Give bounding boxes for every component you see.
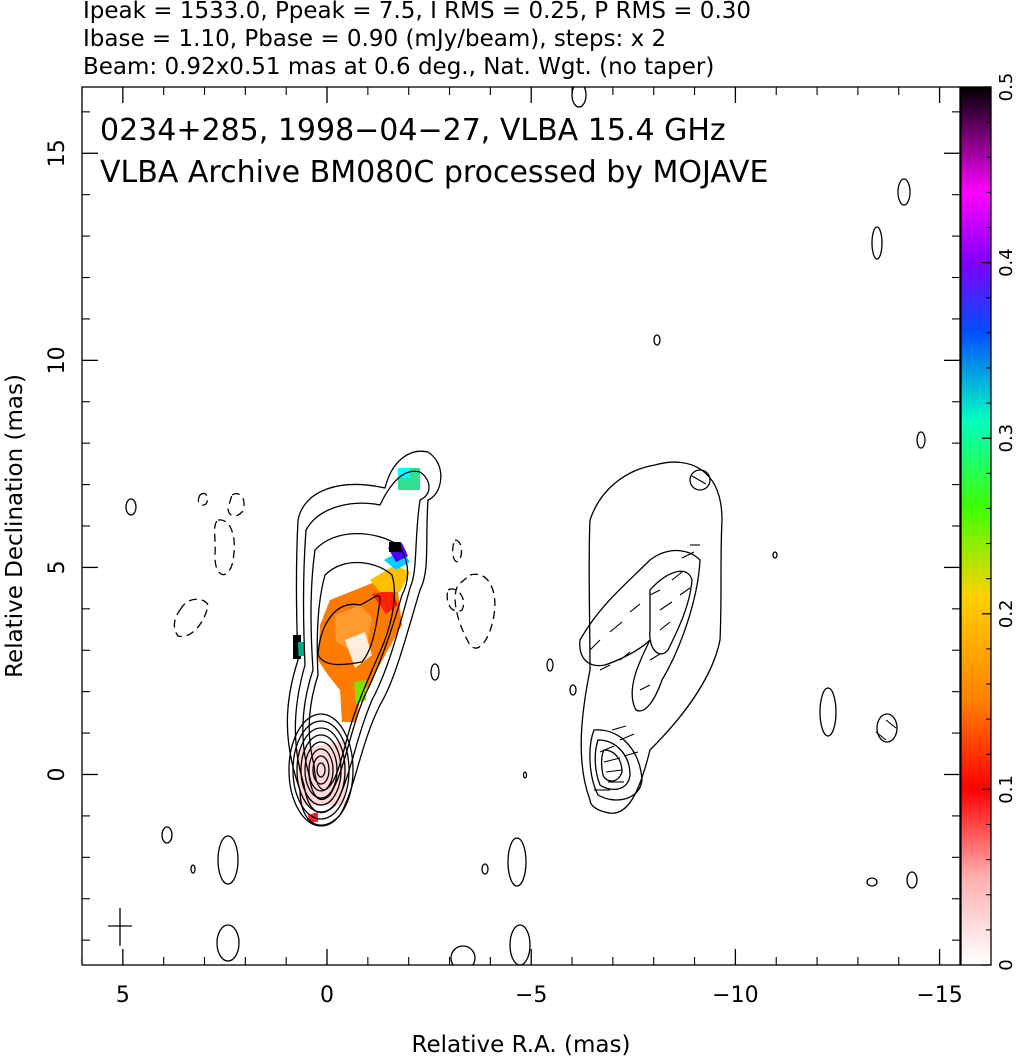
header-line-3: Beam: 0.92x0.51 mas at 0.6 deg., Nat. Wg… bbox=[83, 54, 714, 80]
header-line-2: Ibase = 1.10, Pbase = 0.90 (mJy/beam), s… bbox=[83, 26, 666, 52]
panel-title-1: 0234+285, 1998−04−27, VLBA 15.4 GHz bbox=[100, 113, 726, 148]
x-tick-label: −10 bbox=[712, 983, 758, 1008]
x-axis-label: Relative R.A. (mas) bbox=[412, 1032, 631, 1058]
noise-contours bbox=[125, 87, 926, 965]
colorbar-tick-label: 0.5 bbox=[996, 73, 1017, 102]
x-tick-label: −15 bbox=[916, 983, 962, 1008]
panel-title-2: VLBA Archive BM080C processed by MOJAVE bbox=[100, 155, 768, 190]
y-tick-label: 15 bbox=[45, 139, 70, 167]
y-tick-label: 0 bbox=[45, 767, 70, 781]
evpa-vectors bbox=[589, 475, 897, 791]
colorbar-tick-label: 0.1 bbox=[996, 775, 1017, 804]
y-axis-label: Relative Declination (mas) bbox=[2, 374, 28, 678]
header-line-1: Ipeak = 1533.0, Ppeak = 7.5, I RMS = 0.2… bbox=[83, 0, 751, 24]
beam-cross bbox=[108, 908, 132, 946]
colorbar-tick-label: 0.2 bbox=[996, 599, 1017, 628]
x-axis-ticks: 5 0 −5 −10 −15 bbox=[81, 87, 963, 1008]
x-tick-label: 5 bbox=[116, 983, 130, 1008]
colorbar-tick-label: 0.3 bbox=[996, 424, 1017, 453]
plot-frame bbox=[81, 86, 961, 966]
y-tick-label: 10 bbox=[45, 346, 70, 374]
x-tick-label: 0 bbox=[320, 983, 334, 1008]
y-tick-label: 5 bbox=[45, 560, 70, 574]
x-tick-label: −5 bbox=[515, 983, 547, 1008]
colorbar bbox=[960, 86, 992, 966]
negative-contours bbox=[173, 492, 496, 649]
colorbar-ticks: 0 0.1 0.2 0.3 0.4 0.5 bbox=[982, 73, 1017, 971]
colorbar-tick-label: 0 bbox=[996, 959, 1017, 970]
y-axis-ticks: 0 5 10 15 bbox=[45, 111, 960, 941]
colorbar-tick-label: 0.4 bbox=[996, 248, 1017, 277]
polarized-intensity-contours bbox=[579, 461, 723, 814]
intensity-contours bbox=[286, 450, 442, 827]
image-content bbox=[108, 87, 926, 965]
